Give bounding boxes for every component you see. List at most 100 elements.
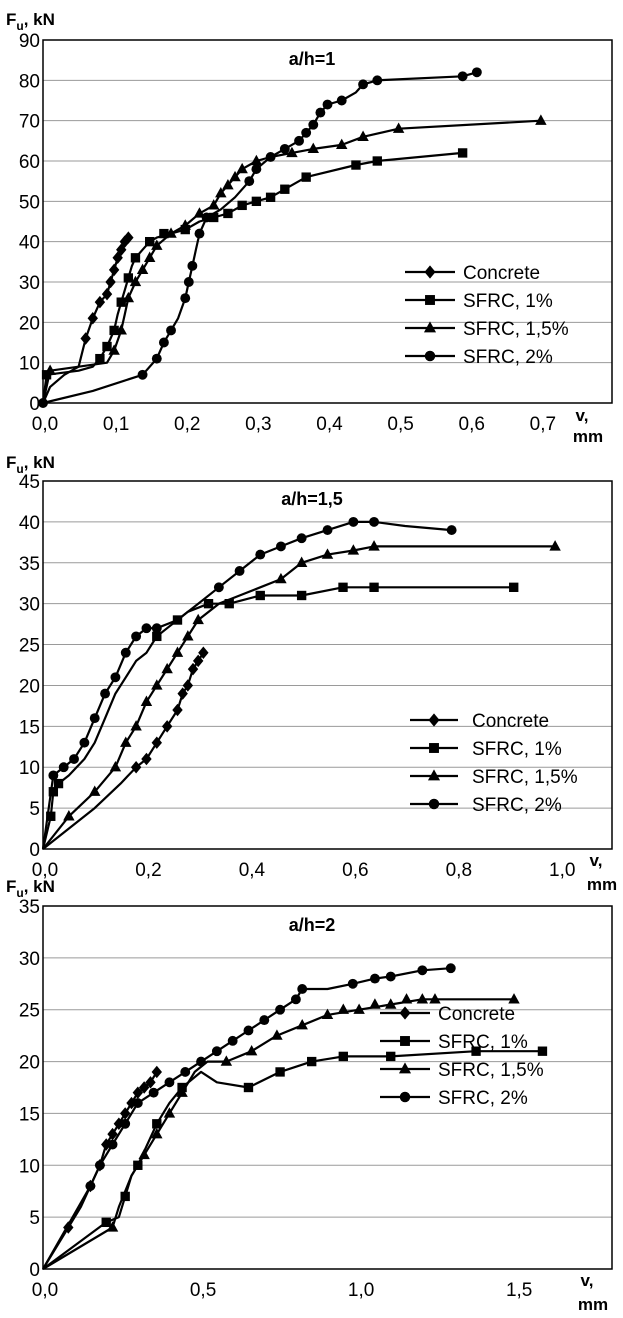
x-tick-label: 0,3 <box>245 414 271 435</box>
x-axis-label: v, <box>576 406 589 425</box>
data-point <box>336 138 348 150</box>
data-point <box>120 647 131 658</box>
data-point <box>244 176 255 187</box>
legend-label: SFRC, 1,5% <box>438 1060 544 1081</box>
data-point <box>107 1127 118 1141</box>
legend-entry: SFRC, 1,5% <box>405 319 569 340</box>
data-point <box>119 1107 131 1120</box>
data-point <box>151 239 163 250</box>
data-point <box>140 695 153 706</box>
data-point <box>321 1008 334 1020</box>
chart-title: a/h=1,5 <box>281 489 343 509</box>
x-tick-label: 0,7 <box>530 414 556 435</box>
data-point <box>271 1029 283 1040</box>
y-tick-label: 80 <box>19 71 40 92</box>
y-tick-label: 35 <box>19 554 40 575</box>
data-point <box>296 590 307 601</box>
data-point <box>215 187 227 198</box>
data-point <box>151 353 162 364</box>
data-point <box>85 1181 96 1191</box>
data-point <box>294 135 304 146</box>
series-circle <box>41 516 457 850</box>
legend-label: Concrete <box>463 263 540 284</box>
data-point <box>351 160 361 170</box>
series-diamond <box>41 231 134 404</box>
data-point <box>164 1077 175 1088</box>
legend-label: SFRC, 1,5% <box>472 767 578 788</box>
legend-marker-diamond <box>399 1006 411 1020</box>
data-point <box>116 297 126 307</box>
y-tick-label: 25 <box>19 636 40 657</box>
legend: Concrete SFRC, 1% SFRC, 1,5% SFRC, 2% <box>405 263 569 368</box>
legend-label: Concrete <box>472 711 549 732</box>
y-tick-label: 0 <box>29 394 40 415</box>
data-point <box>44 364 56 375</box>
data-point <box>446 525 457 536</box>
legend-label: SFRC, 2% <box>463 347 553 368</box>
data-point <box>347 544 360 555</box>
x-tick-label: 0,0 <box>32 1280 58 1301</box>
data-point <box>106 1221 119 1232</box>
data-point <box>145 236 155 247</box>
data-point <box>182 630 194 641</box>
data-point <box>286 146 298 158</box>
legend-entry: SFRC, 1% <box>380 1032 528 1053</box>
y-axis-label: Fu, kN <box>6 10 55 33</box>
data-point <box>275 572 287 584</box>
data-point <box>471 67 482 78</box>
data-point <box>196 1056 206 1067</box>
data-point <box>457 71 468 82</box>
data-point <box>250 154 263 166</box>
data-point <box>400 993 413 1004</box>
data-point <box>158 337 169 348</box>
data-point <box>386 1051 396 1062</box>
data-point <box>322 99 333 110</box>
data-point <box>138 1148 150 1160</box>
chart-panel-1: 0 10 20 30 40 50 60 70 80 90 0,0 0,1 0,2 0,3 0,4 0,5 0,6… <box>6 10 613 446</box>
data-point <box>138 1081 150 1094</box>
y-tick-label: 40 <box>19 233 40 254</box>
x-tick-label: 0,0 <box>32 414 58 435</box>
data-point <box>368 540 380 551</box>
data-point <box>509 582 519 592</box>
data-point <box>243 1025 254 1036</box>
data-point <box>234 566 245 576</box>
data-point <box>94 295 106 309</box>
data-point <box>508 993 520 1004</box>
chart-panel-3: 0 5 10 15 20 25 30 35 0,0 0,5 1,0 1,5 Fu, kN v, mm a/h=… <box>6 877 613 1314</box>
data-point <box>182 679 194 692</box>
legend-label: SFRC, 1,5% <box>463 319 569 340</box>
data-point <box>372 156 382 166</box>
data-point <box>58 762 69 773</box>
data-point <box>131 631 142 642</box>
data-point <box>236 162 248 174</box>
y-tick-label: 30 <box>19 273 40 294</box>
data-point <box>276 541 286 552</box>
data-point <box>201 212 212 223</box>
x-axis-unit: mm <box>587 875 617 894</box>
data-point <box>245 1044 258 1056</box>
data-point <box>392 122 405 133</box>
data-point <box>369 998 381 1009</box>
x-tick-label: 0,5 <box>190 1280 216 1301</box>
data-point <box>255 590 265 601</box>
data-point <box>177 687 188 700</box>
legend-marker-diamond <box>424 265 436 279</box>
legend-entry: SFRC, 1% <box>410 739 562 760</box>
data-point <box>348 516 359 527</box>
series-triangle <box>42 993 520 1270</box>
data-point <box>179 219 191 230</box>
data-point <box>165 227 177 238</box>
plot-frame <box>42 480 613 850</box>
x-tick-label: 1,0 <box>549 860 575 881</box>
data-point <box>301 172 311 182</box>
data-point <box>537 1046 548 1056</box>
data-point <box>297 984 308 994</box>
legend-label: SFRC, 2% <box>438 1088 528 1109</box>
data-point <box>194 228 205 239</box>
legend-entry: Concrete <box>405 263 540 284</box>
x-tick-label: 1,0 <box>348 1280 374 1301</box>
y-axis-label: Fu, kN <box>6 453 55 476</box>
data-point <box>183 277 194 287</box>
data-point <box>108 344 120 355</box>
